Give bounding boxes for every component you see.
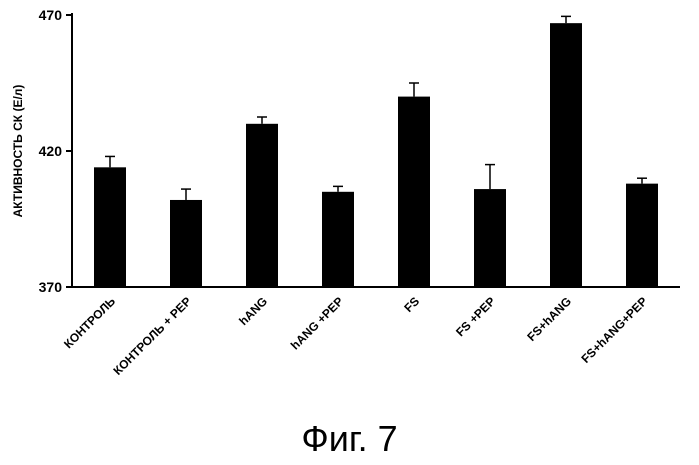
bar [398,97,430,287]
x-tick-label: КОНТРОЛЬ [61,294,118,351]
y-tick-label: 370 [39,279,63,295]
x-tick-label: hANG [236,294,270,328]
chart-x-labels: КОНТРОЛЬКОНТРОЛЬ + PEP hANG hANG +PEP FS FS … [61,294,650,378]
bar [550,23,582,287]
y-tick-label: 470 [39,7,63,23]
chart-bars [94,23,658,287]
y-axis-label: АКТИВНОСТЬ СК (Е/л) [11,85,25,218]
chart-y-ticks: 370 420 470 [39,7,72,295]
bar [170,200,202,287]
bar [246,124,278,287]
x-tick-label: FS+hANG+PEP [578,294,650,366]
bar [94,167,126,287]
x-tick-label: FS +PEP [453,294,498,339]
x-tick-label: FS+hANG [524,294,574,344]
bar [474,189,506,287]
bar [322,192,354,287]
x-tick-label: hANG +PEP [288,294,346,352]
bar-chart: 370 420 470 КОНТРОЛЬКОНТРОЛЬ + PEP hANG hANG… [0,0,699,415]
y-tick-label: 420 [39,143,63,159]
chart-axes [72,13,680,287]
x-tick-label: КОНТРОЛЬ + PEP [110,294,194,378]
figure-caption: Фиг. 7 [0,418,699,460]
x-tick-label: FS [401,294,422,315]
bar [626,184,658,287]
